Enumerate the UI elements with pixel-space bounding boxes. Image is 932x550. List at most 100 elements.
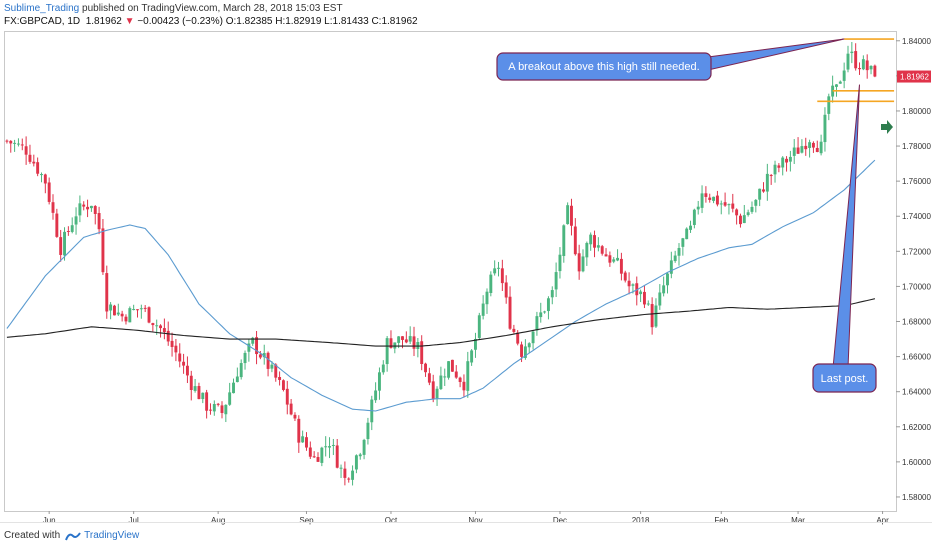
y-tick-label: 1.74000 [902,212,931,221]
candle-body [101,228,105,273]
candle-body [493,268,497,274]
candle-body [424,363,427,373]
candle-body [116,312,120,315]
open-value: 1.82385 [236,16,273,27]
candle-body [850,51,854,54]
footer: Created with TradingView [4,530,139,541]
candle-body [285,388,289,405]
x-tick-label: Apr [876,516,889,525]
candle-body [685,228,689,240]
candle-body [550,290,554,298]
candle-body [397,336,401,343]
x-tick-label: Oct [385,516,398,525]
x-tick-label: Dec [553,516,567,525]
candle-body [297,418,301,443]
candle-body [339,467,343,469]
y-tick-label: 1.66000 [902,353,931,362]
candle-body [527,343,531,348]
candle-body [308,447,312,457]
candle-body [78,203,82,216]
candle-body [408,336,412,342]
candle-body [681,238,685,247]
candle-body [796,147,800,154]
candle-body [581,256,585,272]
candle-body [201,392,205,400]
candle-body [251,337,255,344]
candle-body [189,375,193,390]
publish-info: Sublime_Trading published on TradingView… [4,3,343,14]
candle-body [619,258,623,274]
candle-body [416,342,420,349]
candle-body [82,204,86,207]
candle-body [543,311,547,313]
candle-body [5,140,9,142]
candle-body [865,60,869,71]
candle-body [650,304,654,328]
candle-body [769,175,773,177]
x-tick-label: Feb [714,516,728,525]
scroll-right-icon[interactable] [881,120,893,134]
candle-body [427,373,431,383]
candle-body [873,65,877,77]
candle-body [815,147,819,153]
candle-body [128,308,132,323]
callout-text: Last post. [821,373,869,385]
down-arrow-icon: ▼ [124,16,135,27]
candle-body [727,204,731,206]
y-tick-label: 1.58000 [902,493,931,502]
candle-body [723,202,727,206]
y-tick-label: 1.70000 [902,282,931,291]
candle-body [354,455,358,470]
candle-body [393,342,397,349]
candle-body [600,246,604,254]
candle-body [746,212,750,216]
candle-body [28,154,32,162]
author-link[interactable]: Sublime_Trading [4,3,80,14]
x-tick-label: Jun [43,516,56,525]
candle-body [497,267,500,269]
candle-body [278,376,282,380]
candle-body [869,65,873,70]
y-tick-label: 1.78000 [902,142,931,151]
candle-body [447,361,451,378]
y-tick-label: 1.76000 [902,177,931,186]
candle-body [105,273,109,312]
candle-body [596,245,600,248]
callout-pointer [707,38,845,71]
candle-body [485,291,489,305]
candle-body [235,376,239,383]
candle-body [573,226,577,255]
candle-body [477,315,481,338]
candle-body [366,422,370,440]
candle-body [458,377,462,382]
candle-body [435,388,439,399]
x-tick-label: Sep [299,516,314,525]
candle-body [800,146,804,153]
x-tick-label: Mar [791,516,805,525]
candle-body [754,199,758,206]
candle-body [185,365,189,376]
candle-body [516,332,520,344]
candle-body [293,414,297,419]
candle-body [358,454,362,457]
high-label: H: [275,16,286,27]
candle-body [255,337,259,355]
candle-body [861,59,865,70]
candle-body [662,285,666,294]
tradingview-link[interactable]: TradingView [65,530,139,541]
candle-body [765,173,769,192]
candle-body [669,260,673,274]
candle-body [36,162,40,174]
candle-body [835,84,838,87]
candle-body [97,213,101,230]
candle-body [320,447,324,463]
candle-body [243,352,247,364]
candle-body [700,193,704,208]
candle-body [804,145,808,150]
candle-body [577,253,581,272]
candle-body [811,142,815,148]
candle-body [654,305,658,327]
candle-body [112,305,116,316]
candles-layer [5,42,877,486]
